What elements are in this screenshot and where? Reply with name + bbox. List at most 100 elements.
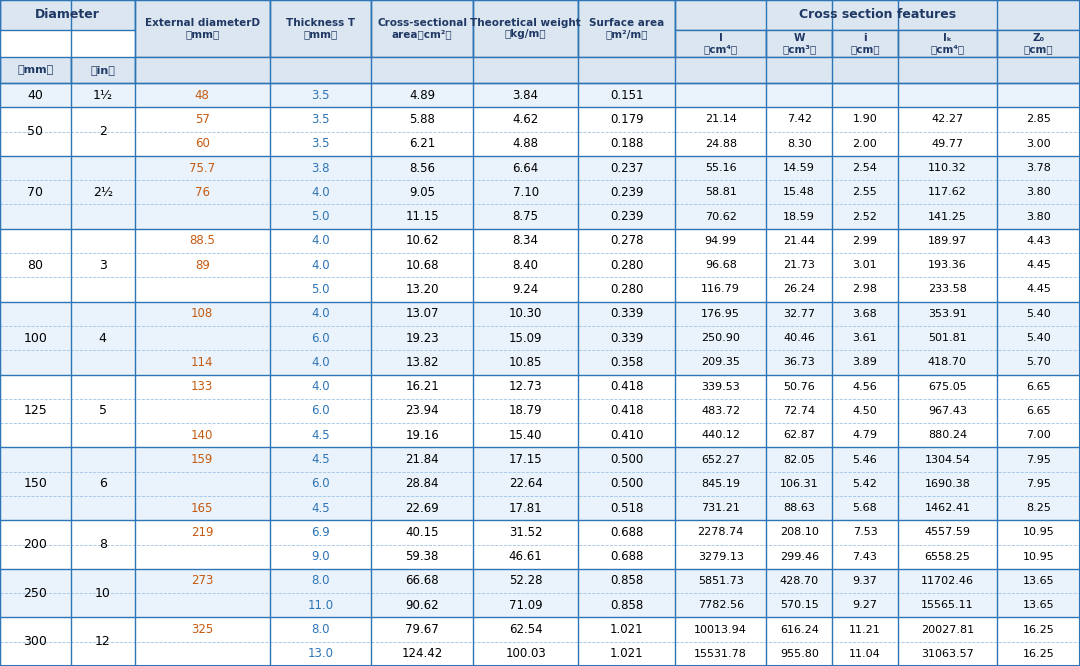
Text: Thickness T
（mm）: Thickness T （mm） <box>286 18 355 39</box>
Text: 48: 48 <box>194 89 210 102</box>
Text: 140: 140 <box>191 429 214 442</box>
Text: 89: 89 <box>194 258 210 272</box>
Text: 2: 2 <box>99 125 107 138</box>
Bar <box>0 277 1080 302</box>
Text: 165: 165 <box>191 501 214 515</box>
Text: 15.40: 15.40 <box>509 429 542 442</box>
Text: Theoretical weight
（kg/m）: Theoretical weight （kg/m） <box>470 18 581 39</box>
Text: 12: 12 <box>95 635 110 648</box>
Text: 233.58: 233.58 <box>928 284 967 294</box>
Bar <box>0 545 1080 569</box>
Text: 0.358: 0.358 <box>610 356 644 369</box>
Text: 9.27: 9.27 <box>852 600 877 610</box>
Text: 1½: 1½ <box>93 89 113 102</box>
Text: 21.84: 21.84 <box>405 453 440 466</box>
Text: 8.30: 8.30 <box>787 139 811 149</box>
Text: External diameterD
（mm）: External diameterD （mm） <box>145 18 260 39</box>
Text: 4.45: 4.45 <box>1026 260 1051 270</box>
Bar <box>372 0 473 57</box>
Text: 0.188: 0.188 <box>610 137 644 151</box>
Text: 6.9: 6.9 <box>311 526 330 539</box>
Text: 189.97: 189.97 <box>928 236 967 246</box>
Text: 339.53: 339.53 <box>701 382 740 392</box>
Text: 40: 40 <box>27 89 43 102</box>
Text: 15.48: 15.48 <box>783 187 815 197</box>
Text: 75.7: 75.7 <box>189 162 215 174</box>
Text: 0.858: 0.858 <box>610 575 644 587</box>
Text: 4.88: 4.88 <box>513 137 539 151</box>
Text: 7782.56: 7782.56 <box>698 600 744 610</box>
Text: 13.20: 13.20 <box>405 283 440 296</box>
Text: 15531.78: 15531.78 <box>694 649 747 659</box>
Bar <box>0 302 1080 326</box>
Text: 3.68: 3.68 <box>852 309 877 319</box>
Text: 9.37: 9.37 <box>852 576 877 586</box>
Text: 616.24: 616.24 <box>780 625 819 635</box>
Text: 10.62: 10.62 <box>405 234 440 247</box>
Text: 2278.74: 2278.74 <box>698 527 744 537</box>
Text: 4557.59: 4557.59 <box>924 527 970 537</box>
Text: 7.00: 7.00 <box>1026 430 1051 440</box>
Text: i
（cm）: i （cm） <box>850 33 880 55</box>
Text: 8.0: 8.0 <box>311 623 329 636</box>
Text: 88.5: 88.5 <box>189 234 215 247</box>
Text: 5.70: 5.70 <box>1026 358 1051 368</box>
Bar <box>0 107 1080 132</box>
Text: 8.0: 8.0 <box>311 575 329 587</box>
Text: 219: 219 <box>191 526 214 539</box>
Bar <box>473 0 578 57</box>
Text: 193.36: 193.36 <box>928 260 967 270</box>
Text: 428.70: 428.70 <box>780 576 819 586</box>
Bar <box>0 180 1080 204</box>
Text: 2.54: 2.54 <box>852 163 877 173</box>
Text: 124.42: 124.42 <box>402 647 443 661</box>
Text: 0.179: 0.179 <box>610 113 644 126</box>
Text: 0.280: 0.280 <box>610 258 644 272</box>
Text: 273: 273 <box>191 575 214 587</box>
Text: 50: 50 <box>27 125 43 138</box>
Bar <box>0 132 1080 156</box>
Text: 36.73: 36.73 <box>783 358 815 368</box>
Text: 483.72: 483.72 <box>701 406 740 416</box>
Text: 10.30: 10.30 <box>509 307 542 320</box>
Text: 880.24: 880.24 <box>928 430 967 440</box>
Text: 82.05: 82.05 <box>783 454 815 464</box>
Text: 31.52: 31.52 <box>509 526 542 539</box>
Text: 4: 4 <box>99 332 107 344</box>
Text: 2.99: 2.99 <box>852 236 877 246</box>
Text: 845.19: 845.19 <box>701 479 740 489</box>
Bar <box>897 30 997 57</box>
Text: 3.84: 3.84 <box>513 89 539 102</box>
Text: 1.021: 1.021 <box>610 623 644 636</box>
Text: 52.28: 52.28 <box>509 575 542 587</box>
Text: 5.42: 5.42 <box>852 479 877 489</box>
Text: 3.00: 3.00 <box>1026 139 1051 149</box>
Text: 300: 300 <box>24 635 48 648</box>
Text: 5.88: 5.88 <box>409 113 435 126</box>
Text: 100: 100 <box>24 332 48 344</box>
Text: 0.280: 0.280 <box>610 283 644 296</box>
Text: 4.0: 4.0 <box>311 186 329 199</box>
Bar <box>0 57 71 83</box>
Text: 6.21: 6.21 <box>409 137 435 151</box>
Text: 8.75: 8.75 <box>513 210 539 223</box>
Text: 8.34: 8.34 <box>513 234 539 247</box>
Text: 0.239: 0.239 <box>610 186 644 199</box>
Text: 3.61: 3.61 <box>853 333 877 343</box>
Text: 80: 80 <box>27 258 43 272</box>
Text: 19.23: 19.23 <box>405 332 440 344</box>
Text: 6.65: 6.65 <box>1026 382 1051 392</box>
Bar <box>0 569 1080 593</box>
Text: 4.0: 4.0 <box>311 234 329 247</box>
Text: 116.79: 116.79 <box>701 284 740 294</box>
Text: 16.25: 16.25 <box>1023 625 1054 635</box>
Bar <box>0 520 1080 545</box>
Text: 4.45: 4.45 <box>1026 284 1051 294</box>
Text: 7.95: 7.95 <box>1026 479 1051 489</box>
Text: 8.56: 8.56 <box>409 162 435 174</box>
Bar <box>0 326 1080 350</box>
Text: 110.32: 110.32 <box>928 163 967 173</box>
Text: 71.09: 71.09 <box>509 599 542 612</box>
Text: 3.80: 3.80 <box>1026 212 1051 222</box>
Text: 3.8: 3.8 <box>311 162 329 174</box>
